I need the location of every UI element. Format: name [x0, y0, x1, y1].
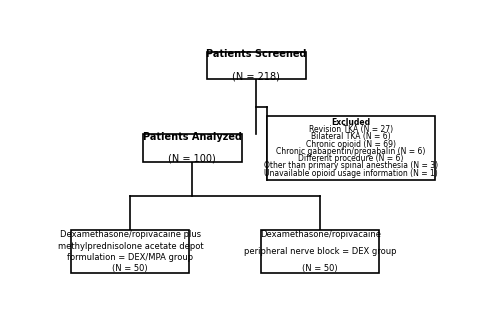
Text: Excluded: Excluded: [332, 117, 371, 127]
Text: Dexamethasone/ropivacaine: Dexamethasone/ropivacaine: [260, 230, 380, 239]
Text: Chronic opioid (N = 69): Chronic opioid (N = 69): [306, 139, 396, 149]
FancyBboxPatch shape: [267, 116, 436, 180]
Text: Other than primary spinal anesthesia (N = 3): Other than primary spinal anesthesia (N …: [264, 161, 438, 171]
Text: peripheral nerve block = DEX group: peripheral nerve block = DEX group: [244, 247, 396, 256]
Text: (N = 50): (N = 50): [112, 264, 148, 273]
Text: Unavailable opioid usage information (N = 1): Unavailable opioid usage information (N …: [264, 169, 438, 178]
Text: Patients Analyzed: Patients Analyzed: [143, 132, 242, 142]
Text: Bilateral TKA (N = 6): Bilateral TKA (N = 6): [312, 132, 391, 141]
Text: (N = 100): (N = 100): [168, 154, 216, 164]
Text: (N = 218): (N = 218): [232, 72, 280, 82]
Text: methylprednisolone acetate depot: methylprednisolone acetate depot: [58, 241, 203, 251]
Text: formulation = DEX/MPA group: formulation = DEX/MPA group: [67, 253, 194, 262]
Text: Different procedure (N = 6): Different procedure (N = 6): [298, 154, 404, 163]
FancyBboxPatch shape: [71, 230, 190, 273]
FancyBboxPatch shape: [207, 51, 306, 79]
Text: Chronic gabapentin/pregabalin (N = 6): Chronic gabapentin/pregabalin (N = 6): [276, 147, 426, 156]
Text: Dexamethasone/ropivacaine plus: Dexamethasone/ropivacaine plus: [60, 230, 201, 239]
Text: (N = 50): (N = 50): [302, 264, 338, 273]
Text: Revision TKA (N = 27): Revision TKA (N = 27): [309, 125, 393, 134]
FancyBboxPatch shape: [261, 230, 380, 273]
Text: Patients Screened: Patients Screened: [206, 49, 306, 59]
FancyBboxPatch shape: [143, 134, 242, 162]
